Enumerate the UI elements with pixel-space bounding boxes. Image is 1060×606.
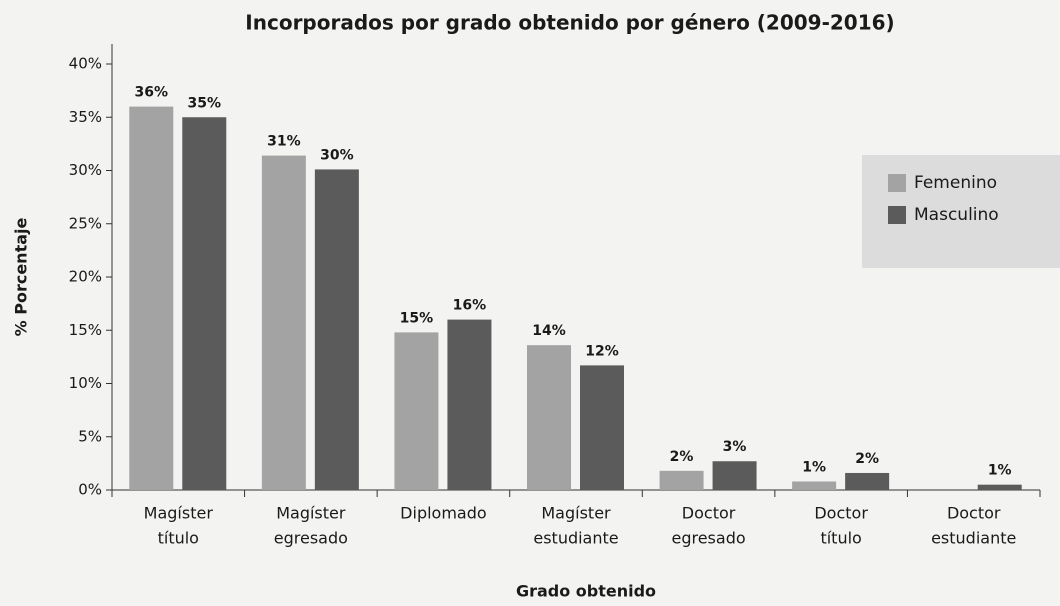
x-tick-label: Diplomado (400, 504, 487, 523)
x-tick-label: estudiante (931, 529, 1016, 548)
x-axis-title: Grado obtenido (516, 582, 656, 601)
y-tick-label: 10% (69, 374, 102, 392)
x-tick-label: Doctor (682, 504, 736, 523)
bar (977, 484, 1022, 490)
value-label: 14% (532, 323, 566, 339)
value-label: 2% (855, 451, 879, 467)
value-label: 1% (988, 463, 1012, 479)
x-tick-label: Magíster (144, 504, 214, 523)
y-tick-label: 35% (69, 108, 102, 126)
y-tick-label: 0% (78, 481, 102, 499)
x-tick-label: título (820, 529, 861, 548)
y-tick-label: 20% (69, 268, 102, 286)
y-tick-label: 30% (69, 161, 102, 179)
x-tick-label: egresado (671, 529, 745, 548)
y-tick-label: 5% (78, 427, 102, 445)
y-tick-label: 25% (69, 214, 102, 232)
bar (394, 332, 439, 490)
bar (527, 345, 571, 490)
x-tick-label: Doctor (947, 504, 1001, 523)
legend-label: Masculino (914, 205, 999, 225)
legend-swatch (888, 174, 906, 192)
value-label: 15% (400, 310, 434, 326)
value-label: 12% (585, 343, 619, 359)
bar (314, 169, 359, 490)
bar (845, 472, 890, 490)
value-label: 35% (188, 95, 222, 111)
bar (182, 117, 227, 490)
x-tick-label: Magíster (541, 504, 611, 523)
legend-label: Femenino (914, 173, 997, 193)
x-tick-label: Magíster (276, 504, 346, 523)
chart-title: Incorporados por grado obtenido por géne… (245, 11, 894, 35)
bar (129, 106, 174, 490)
value-label: 31% (267, 134, 301, 150)
value-label: 36% (135, 85, 169, 101)
y-tick-label: 40% (69, 55, 102, 73)
bar (261, 155, 306, 490)
x-tick-label: título (158, 529, 199, 548)
value-label: 30% (320, 147, 354, 163)
x-tick-label: Doctor (814, 504, 868, 523)
bar (792, 481, 837, 490)
y-axis-title: % Porcentaje (12, 217, 31, 336)
y-tick-label: 15% (69, 321, 102, 339)
x-tick-label: egresado (274, 529, 348, 548)
value-label: 2% (670, 449, 694, 465)
bar (580, 365, 624, 490)
value-label: 1% (802, 459, 826, 475)
legend-swatch (888, 206, 906, 224)
value-label: 3% (723, 439, 747, 455)
bar (447, 319, 492, 490)
x-tick-label: estudiante (533, 529, 618, 548)
value-label: 16% (453, 298, 487, 314)
bar (712, 461, 757, 490)
bar (659, 470, 704, 490)
